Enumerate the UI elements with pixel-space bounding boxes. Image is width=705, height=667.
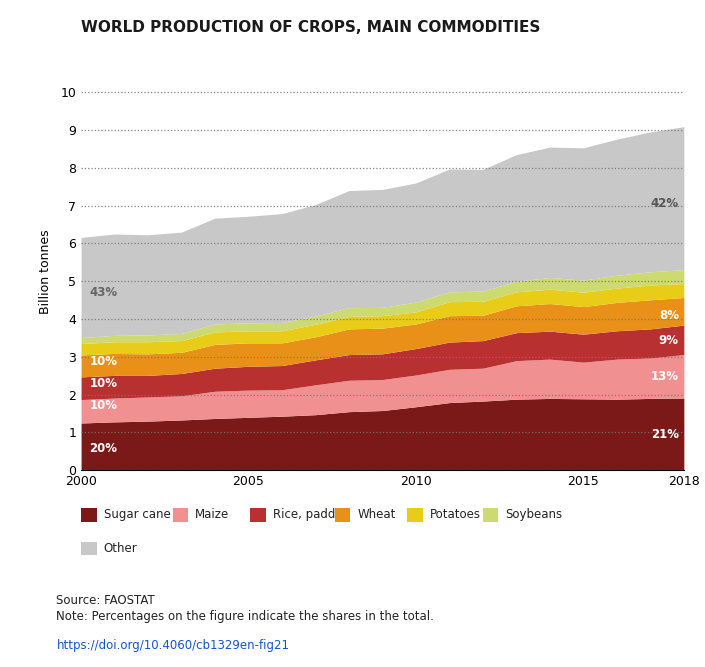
Text: 42%: 42% bbox=[651, 197, 679, 210]
Text: 10%: 10% bbox=[90, 355, 118, 368]
Text: 8%: 8% bbox=[659, 309, 679, 321]
Text: Other: Other bbox=[104, 542, 137, 555]
Y-axis label: Billion tonnes: Billion tonnes bbox=[39, 229, 52, 314]
Text: Potatoes: Potatoes bbox=[430, 508, 481, 522]
Text: https://doi.org/10.4060/cb1329en-fig21: https://doi.org/10.4060/cb1329en-fig21 bbox=[56, 639, 289, 652]
Text: 10%: 10% bbox=[90, 399, 118, 412]
Text: 21%: 21% bbox=[651, 428, 679, 441]
Text: Rice, paddy: Rice, paddy bbox=[273, 508, 342, 522]
Text: 43%: 43% bbox=[90, 286, 118, 299]
Text: 13%: 13% bbox=[651, 370, 679, 383]
Text: WORLD PRODUCTION OF CROPS, MAIN COMMODITIES: WORLD PRODUCTION OF CROPS, MAIN COMMODIT… bbox=[81, 20, 541, 35]
Text: Source: FAOSTAT: Source: FAOSTAT bbox=[56, 594, 155, 606]
Text: Wheat: Wheat bbox=[357, 508, 396, 522]
Text: 20%: 20% bbox=[90, 442, 118, 455]
Text: Sugar cane: Sugar cane bbox=[104, 508, 171, 522]
Text: Soybeans: Soybeans bbox=[505, 508, 563, 522]
Text: 9%: 9% bbox=[659, 334, 679, 348]
Text: Note: Percentages on the figure indicate the shares in the total.: Note: Percentages on the figure indicate… bbox=[56, 610, 434, 623]
Text: Maize: Maize bbox=[195, 508, 230, 522]
Text: 10%: 10% bbox=[90, 377, 118, 390]
